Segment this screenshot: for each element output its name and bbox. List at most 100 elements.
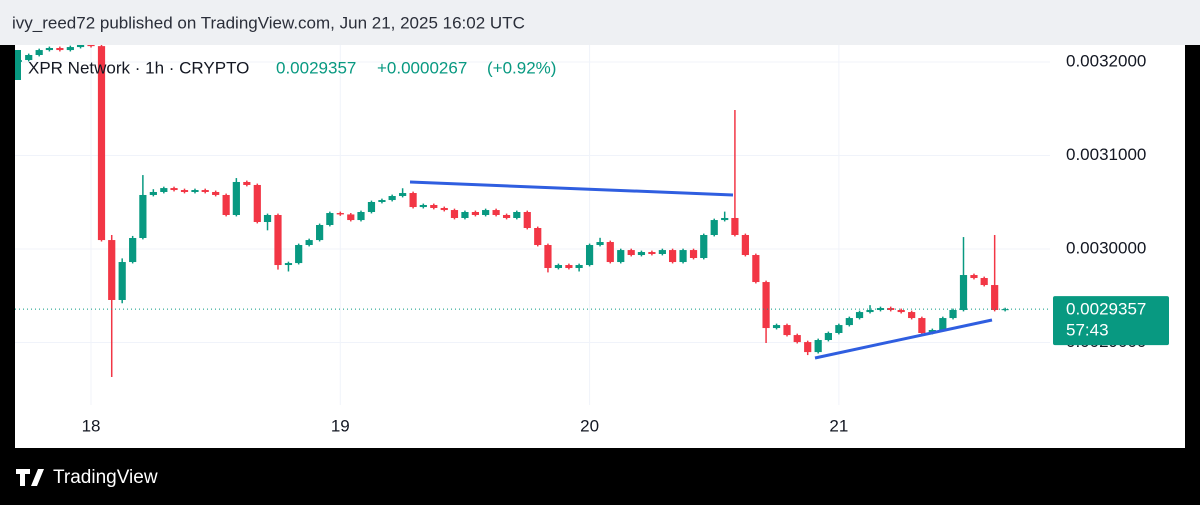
- candle-body: [845, 318, 853, 326]
- candle-body: [357, 212, 365, 221]
- countdown-label: 57:43: [1066, 321, 1109, 340]
- candle-body: [492, 210, 500, 215]
- candle-body: [56, 47, 64, 51]
- chart-panel: [15, 45, 1185, 448]
- candle-body: [253, 184, 261, 223]
- y-tick-label: 0.0031000: [1066, 145, 1146, 164]
- candle-body: [97, 46, 106, 241]
- brand: TradingView: [16, 467, 158, 488]
- candle-body: [991, 285, 999, 310]
- candle-body: [772, 325, 781, 329]
- candle-body: [440, 207, 448, 211]
- candle-body: [721, 217, 729, 221]
- candle-body: [959, 275, 968, 310]
- candle-body: [118, 262, 126, 300]
- y-tick-label: 0.0030000: [1066, 239, 1146, 258]
- candle-body: [222, 194, 230, 215]
- candle-body: [544, 245, 552, 269]
- candle-body: [648, 252, 656, 254]
- candle-body: [658, 250, 666, 254]
- candle-body: [399, 193, 407, 197]
- x-tick-label: 19: [331, 416, 350, 435]
- candle-body: [824, 333, 832, 341]
- candle-body: [793, 335, 801, 343]
- candle-body: [513, 212, 521, 218]
- candles: [15, 45, 1009, 378]
- candle-body: [482, 210, 490, 215]
- candle-body: [461, 212, 469, 218]
- candle-body: [263, 214, 272, 223]
- candle-body: [939, 318, 947, 331]
- candle-body: [66, 47, 74, 51]
- header-price: 0.0029357: [276, 58, 356, 77]
- header-change-pct: (+0.92%): [487, 58, 556, 77]
- candle-body: [534, 227, 542, 246]
- candle-body: [87, 45, 95, 47]
- candle-body: [471, 212, 480, 215]
- candle-body: [596, 242, 604, 246]
- last-price-box: [1053, 296, 1169, 346]
- candle-body: [243, 181, 251, 185]
- trend-line: [409, 180, 734, 197]
- candle-body: [388, 196, 396, 201]
- candle-body: [523, 212, 531, 228]
- candle-body: [637, 252, 646, 256]
- candle-body: [918, 318, 926, 333]
- candle-body: [710, 220, 718, 236]
- candle-body: [606, 242, 614, 263]
- axes: 0.00290000.00300000.00310000.00320001819…: [15, 52, 1169, 435]
- candle-body: [139, 194, 147, 238]
- candle-body: [835, 325, 843, 333]
- publish-info: ivy_reed72 published on TradingView.com,…: [12, 13, 525, 32]
- candle-body: [378, 200, 386, 202]
- candle-body: [814, 340, 822, 353]
- candle-body: [35, 50, 43, 56]
- candle-body: [419, 204, 427, 208]
- candle-body: [731, 217, 739, 236]
- candle-body: [108, 240, 116, 300]
- candle-body: [908, 312, 916, 319]
- candle-body: [741, 235, 749, 256]
- candle-body: [347, 214, 355, 221]
- candle-body: [575, 265, 583, 269]
- candle-body: [160, 188, 168, 192]
- candle-body: [627, 250, 635, 256]
- candle-body: [679, 250, 687, 263]
- candle-body: [191, 190, 199, 192]
- header-change: +0.0000267: [377, 58, 467, 77]
- candle-body: [783, 325, 791, 336]
- candle-body: [887, 308, 895, 310]
- last-price-label: 0.0029357: [1066, 300, 1146, 319]
- grid: [15, 45, 1050, 405]
- y-tick-label: 0.0032000: [1066, 52, 1146, 71]
- candle-body: [326, 213, 334, 225]
- candle-body: [305, 240, 313, 246]
- candle-body: [450, 210, 459, 218]
- candle-body: [565, 265, 573, 269]
- brand-logo: [16, 469, 44, 486]
- candle-body: [876, 308, 885, 310]
- publish-bar: [0, 0, 1200, 45]
- edge-candle: [15, 50, 21, 80]
- candle-body: [409, 193, 417, 208]
- candle-body: [284, 263, 293, 266]
- candle-body: [201, 190, 209, 192]
- brand-name: TradingView: [53, 467, 158, 488]
- candle-body: [25, 55, 33, 61]
- candle-body: [689, 250, 698, 259]
- x-tick-label: 20: [580, 416, 599, 435]
- candle-body: [129, 237, 137, 263]
- candle-body: [232, 181, 240, 215]
- candle-body: [336, 213, 344, 215]
- candle-body: [554, 265, 563, 269]
- x-tick-label: 21: [829, 416, 848, 435]
- overlay: [409, 180, 993, 360]
- candle-body: [180, 190, 189, 192]
- candle-body: [170, 188, 178, 191]
- candle-body: [367, 201, 376, 213]
- candle-body: [617, 250, 625, 263]
- candle-body: [668, 250, 677, 263]
- candle-body: [752, 255, 760, 283]
- candle-body: [970, 275, 978, 279]
